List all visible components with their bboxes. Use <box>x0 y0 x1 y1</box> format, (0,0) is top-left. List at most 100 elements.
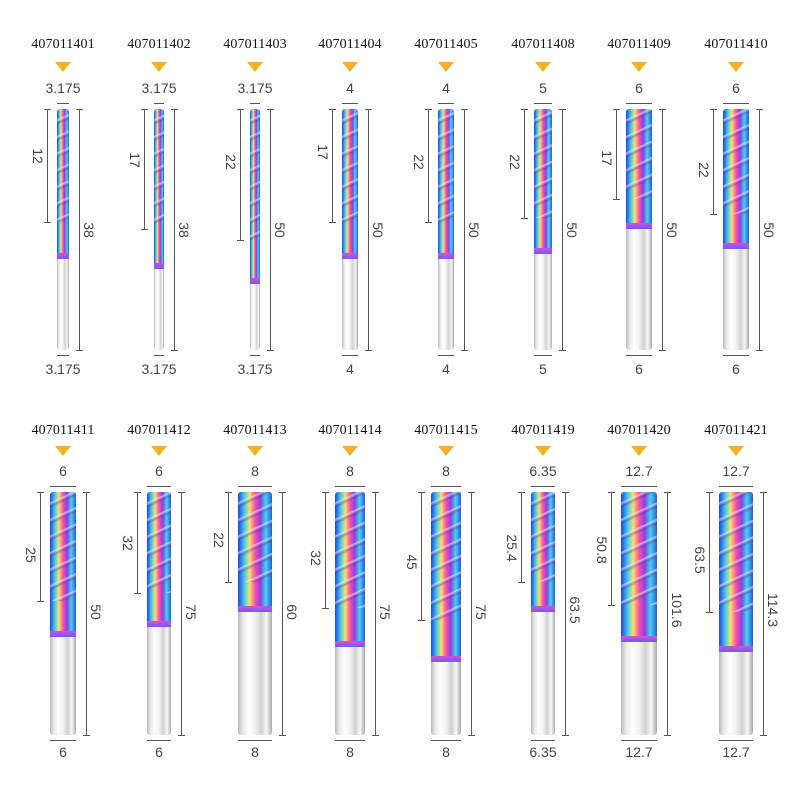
tool-16-dim-line-top <box>719 486 753 487</box>
tool-2-flute-helix <box>154 109 164 229</box>
tool-2-marker-triangle <box>151 62 167 72</box>
tool-15-dim-line-top <box>621 486 657 487</box>
tool-4-product-code[interactable]: 407011404 <box>318 37 382 52</box>
tool-11-flute-length-line <box>228 492 229 582</box>
tool-14-dim-line-bottom <box>531 740 555 741</box>
tool-8-dim-line-bottom <box>723 355 749 356</box>
tool-16-flute-helix <box>719 492 753 612</box>
tool-8-dim-line-top <box>723 103 749 104</box>
tool-14-coating-band <box>531 606 555 612</box>
tool-1-dim-line-top <box>57 103 69 104</box>
tool-1-product-code[interactable]: 407011401 <box>31 37 95 52</box>
tool-14-overall-length-tick-top <box>562 492 569 493</box>
tool-9-product-code[interactable]: 407011411 <box>31 423 95 438</box>
tool-13-product-code[interactable]: 407011415 <box>414 423 478 438</box>
tool-4-flute-length-tick-bottom <box>329 222 336 223</box>
tool-8-diameter-bottom: 6 <box>732 361 740 377</box>
tool-12-overall-length-tick-bottom <box>372 735 379 736</box>
tool-14-flute-length-label: 25.4 <box>504 534 520 562</box>
tool-5-diameter-top: 4 <box>442 80 450 96</box>
tool-2-overall-length-line <box>174 109 175 350</box>
tool-5-overall-length-tick-bottom <box>461 350 468 351</box>
tool-12-product-code[interactable]: 407011414 <box>318 423 382 438</box>
tool-9-flute-length-tick-top <box>37 492 44 493</box>
tool-1-diameter-top: 3.175 <box>45 80 81 96</box>
tool-1-diameter-bottom: 3.175 <box>45 361 81 377</box>
tool-3-dim-line-bottom <box>250 355 260 356</box>
tool-9-dim-line-top <box>50 486 76 487</box>
tool-8-overall-length-tick-bottom <box>756 350 763 351</box>
tool-6-product-code[interactable]: 407011408 <box>511 37 575 52</box>
tool-2-overall-length-tick-bottom <box>171 350 178 351</box>
tool-3-product-code[interactable]: 407011403 <box>223 37 287 52</box>
tool-6-overall-length-tick-top <box>559 109 566 110</box>
tool-10-product-code[interactable]: 407011412 <box>127 423 191 438</box>
tool-2-flute-length-line <box>144 109 145 229</box>
tool-9-dim-line-bottom <box>50 740 76 741</box>
tool-15-product-code[interactable]: 407011420 <box>607 423 671 438</box>
tool-16-diameter-bottom: 12.7 <box>722 744 750 760</box>
tool-4-end-mill-bit <box>342 109 358 350</box>
tool-9-flute-length-tick-bottom <box>37 601 44 602</box>
tool-3-flute-length-label: 22 <box>223 154 239 170</box>
tool-8-shank <box>723 249 749 350</box>
tool-14-overall-length-line <box>565 492 566 735</box>
tool-15-diameter-bottom: 12.7 <box>625 744 653 760</box>
tool-16-overall-length-line <box>763 492 764 735</box>
tool-11-product-code[interactable]: 407011413 <box>223 423 287 438</box>
tool-2-overall-length-label: 38 <box>176 222 192 238</box>
tool-4-flute-length-label: 17 <box>315 144 331 160</box>
tool-2-flute-length-label: 17 <box>127 152 143 168</box>
tool-15-coating-band <box>621 636 657 642</box>
tool-7-end-mill-bit <box>626 109 652 350</box>
tool-7-flute-length-label: 17 <box>599 150 615 166</box>
tool-1-flute-length-label: 12 <box>30 148 46 164</box>
tool-13-diameter-bottom: 8 <box>442 744 450 760</box>
tool-7-product-code[interactable]: 407011409 <box>607 37 671 52</box>
tool-1-shank <box>57 259 69 350</box>
tool-13-flute-length-label: 45 <box>404 554 420 570</box>
tool-15-diameter-top: 12.7 <box>625 463 653 479</box>
tool-11-overall-length-tick-bottom <box>279 735 286 736</box>
tool-14-product-code[interactable]: 407011419 <box>511 423 575 438</box>
tool-14-flute-length-line <box>521 492 522 582</box>
tool-6-flute-helix <box>534 109 552 218</box>
tool-8-product-code[interactable]: 407011410 <box>704 37 768 52</box>
tool-4-dim-line-top <box>342 103 358 104</box>
tool-16-dim-line-bottom <box>719 740 753 741</box>
tool-8-coating-band <box>723 243 749 249</box>
tool-16-flute-length-label: 63.5 <box>692 546 708 574</box>
tool-16-shank <box>719 652 753 735</box>
tool-15-flute-helix <box>621 492 657 605</box>
tool-10-flute-length-tick-bottom <box>134 593 141 594</box>
tool-4-diameter-top: 4 <box>346 80 354 96</box>
tool-2-diameter-bottom: 3.175 <box>141 361 177 377</box>
tool-2-shank <box>154 269 164 350</box>
tool-7-flute-helix <box>626 109 652 199</box>
tool-9-diameter-bottom: 6 <box>59 744 67 760</box>
tool-9-flute-helix <box>50 492 76 601</box>
tool-3-shank <box>250 284 260 350</box>
tool-15-flute-length-tick-top <box>608 492 615 493</box>
tool-4-flute-length-line <box>332 109 333 222</box>
tool-15-end-mill-bit <box>621 492 657 735</box>
tool-2-product-code[interactable]: 407011402 <box>127 37 191 52</box>
tool-4-overall-length-line <box>368 109 369 350</box>
tool-16-product-code[interactable]: 407011421 <box>704 423 768 438</box>
tool-10-overall-length-line <box>181 492 182 735</box>
tool-13-dim-line-top <box>431 486 461 487</box>
tool-7-overall-length-tick-top <box>659 109 666 110</box>
tool-5-product-code[interactable]: 407011405 <box>414 37 478 52</box>
tool-4-diameter-bottom: 4 <box>346 361 354 377</box>
tool-7-marker-triangle <box>631 62 647 72</box>
tool-4-overall-length-tick-bottom <box>365 350 372 351</box>
tool-8-overall-length-line <box>759 109 760 350</box>
tool-2-dim-line-top <box>154 103 164 104</box>
tool-2-flute-length-tick-top <box>141 109 148 110</box>
tool-15-overall-length-tick-bottom <box>664 735 671 736</box>
tool-11-dim-line-bottom <box>238 740 272 741</box>
tool-7-overall-length-line <box>662 109 663 350</box>
tool-11-overall-length-line <box>282 492 283 735</box>
tool-14-diameter-top: 6.35 <box>529 463 557 479</box>
tool-4-flute-length-tick-top <box>329 109 336 110</box>
